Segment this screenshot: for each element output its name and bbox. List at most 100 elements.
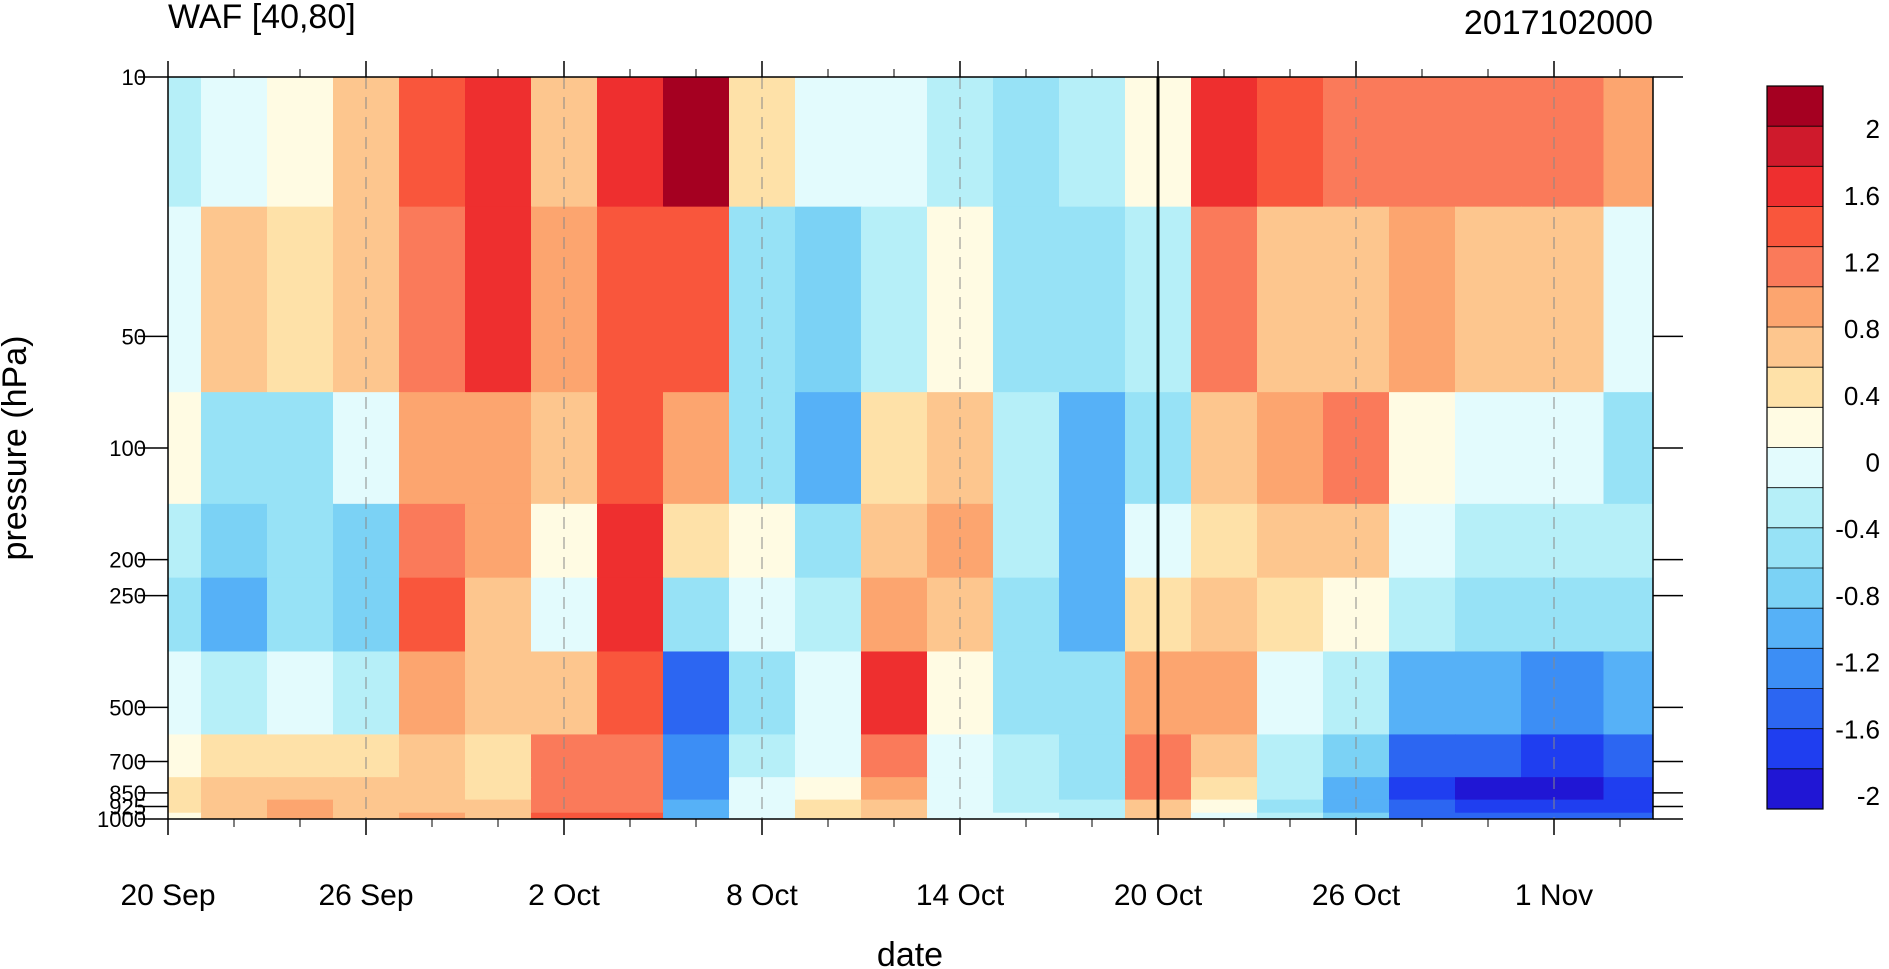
field-cell <box>267 734 334 778</box>
colorbar-label: 0 <box>1866 448 1880 478</box>
field-cell <box>1603 503 1653 579</box>
field-cell <box>1059 206 1126 393</box>
colorbar-label: 0.8 <box>1844 314 1880 344</box>
field-cell <box>663 734 730 778</box>
x-tick-label: 2 Oct <box>528 879 600 912</box>
y-axis-label: pressure (hPa) <box>0 336 34 561</box>
field-cell <box>399 577 466 653</box>
colorbar-swatch <box>1767 688 1823 730</box>
y-tick-label: 925 <box>109 794 146 819</box>
field-cell <box>663 77 730 208</box>
field-cell <box>1323 812 1390 819</box>
field-cell <box>795 734 862 778</box>
field-cell <box>1389 503 1456 579</box>
field-cell <box>1389 734 1456 778</box>
field-cell <box>399 734 466 778</box>
field-cell <box>861 812 928 819</box>
colorbar-label: 1.6 <box>1844 181 1880 211</box>
field-cell <box>663 812 730 819</box>
colorbar-swatch <box>1767 648 1823 689</box>
field-cell <box>795 77 862 208</box>
field-cell <box>1059 651 1126 736</box>
x-tick-label: 20 Oct <box>1114 879 1203 912</box>
field-cell <box>1389 651 1456 736</box>
colorbar-swatch <box>1767 447 1823 489</box>
field-cell <box>465 651 532 736</box>
colorbar-frame <box>1766 85 1824 810</box>
field-cell <box>663 503 730 579</box>
field-cell <box>1389 812 1456 819</box>
field-cell <box>465 734 532 778</box>
field-cell <box>168 812 202 819</box>
field-cell <box>1257 392 1324 505</box>
field-cell <box>399 503 466 579</box>
field-cell <box>1191 812 1258 819</box>
colorbar-swatch <box>1767 286 1823 328</box>
field-cell <box>861 206 928 393</box>
field-cell <box>795 777 862 801</box>
chart-title-left: WAF [40,80] <box>168 0 356 36</box>
field-cell <box>597 777 664 801</box>
field-cell <box>1603 812 1653 819</box>
field-cell <box>267 799 334 814</box>
y-tick-label: 850 <box>109 781 146 806</box>
field-cell <box>663 777 730 801</box>
field-cell <box>201 577 268 653</box>
field-cell <box>267 577 334 653</box>
field-cell <box>861 503 928 579</box>
field-cell <box>333 812 400 819</box>
field-cell <box>399 206 466 393</box>
field-cell <box>729 812 796 819</box>
x-tick-label: 26 Oct <box>1312 879 1401 912</box>
y-tick-label: 500 <box>109 695 146 720</box>
field-cell <box>1455 799 1522 814</box>
field-cell <box>1191 392 1258 505</box>
field-cell <box>1521 799 1605 814</box>
field-cell <box>663 799 730 814</box>
field-cell <box>1603 651 1653 736</box>
field-cell <box>993 651 1060 736</box>
field-cell <box>993 392 1060 505</box>
contour-field <box>168 77 1653 819</box>
field-cell <box>201 812 268 819</box>
field-cell <box>399 392 466 505</box>
field-cell <box>795 577 862 653</box>
field-cell <box>1389 392 1456 505</box>
field-cell <box>993 503 1060 579</box>
field-cell <box>1521 777 1605 801</box>
field-cell <box>1521 77 1605 208</box>
field-cell <box>267 651 334 736</box>
field-cell <box>1603 392 1653 505</box>
field-cell <box>201 77 268 208</box>
field-cell <box>795 799 862 814</box>
field-cell <box>663 577 730 653</box>
field-cell <box>1455 503 1522 579</box>
x-tick-label: 26 Sep <box>318 879 413 912</box>
field-cell <box>1455 651 1522 736</box>
field-cell <box>597 734 664 778</box>
field-cell <box>1191 734 1258 778</box>
x-tick-label: 1 Nov <box>1515 879 1593 912</box>
field-cell <box>1389 777 1456 801</box>
field-cell <box>597 77 664 208</box>
field-cell <box>597 812 664 819</box>
field-cell <box>267 812 334 819</box>
colorbar-swatch <box>1767 367 1823 408</box>
colorbar-label: 0.4 <box>1844 381 1880 411</box>
field-cell <box>1059 392 1126 505</box>
field-cell <box>993 799 1060 814</box>
field-cell <box>1521 577 1605 653</box>
field-cell <box>993 812 1060 819</box>
field-cell <box>267 206 334 393</box>
field-cell <box>399 77 466 208</box>
x-tick-label: 14 Oct <box>916 879 1005 912</box>
field-cell <box>1521 206 1605 393</box>
field-cell <box>795 812 862 819</box>
field-cell <box>1389 206 1456 393</box>
colorbar-swatch <box>1767 126 1823 167</box>
colorbar-swatch <box>1767 407 1823 448</box>
field-cell <box>1257 77 1324 208</box>
field-cell <box>1257 206 1324 393</box>
field-cell <box>1191 503 1258 579</box>
